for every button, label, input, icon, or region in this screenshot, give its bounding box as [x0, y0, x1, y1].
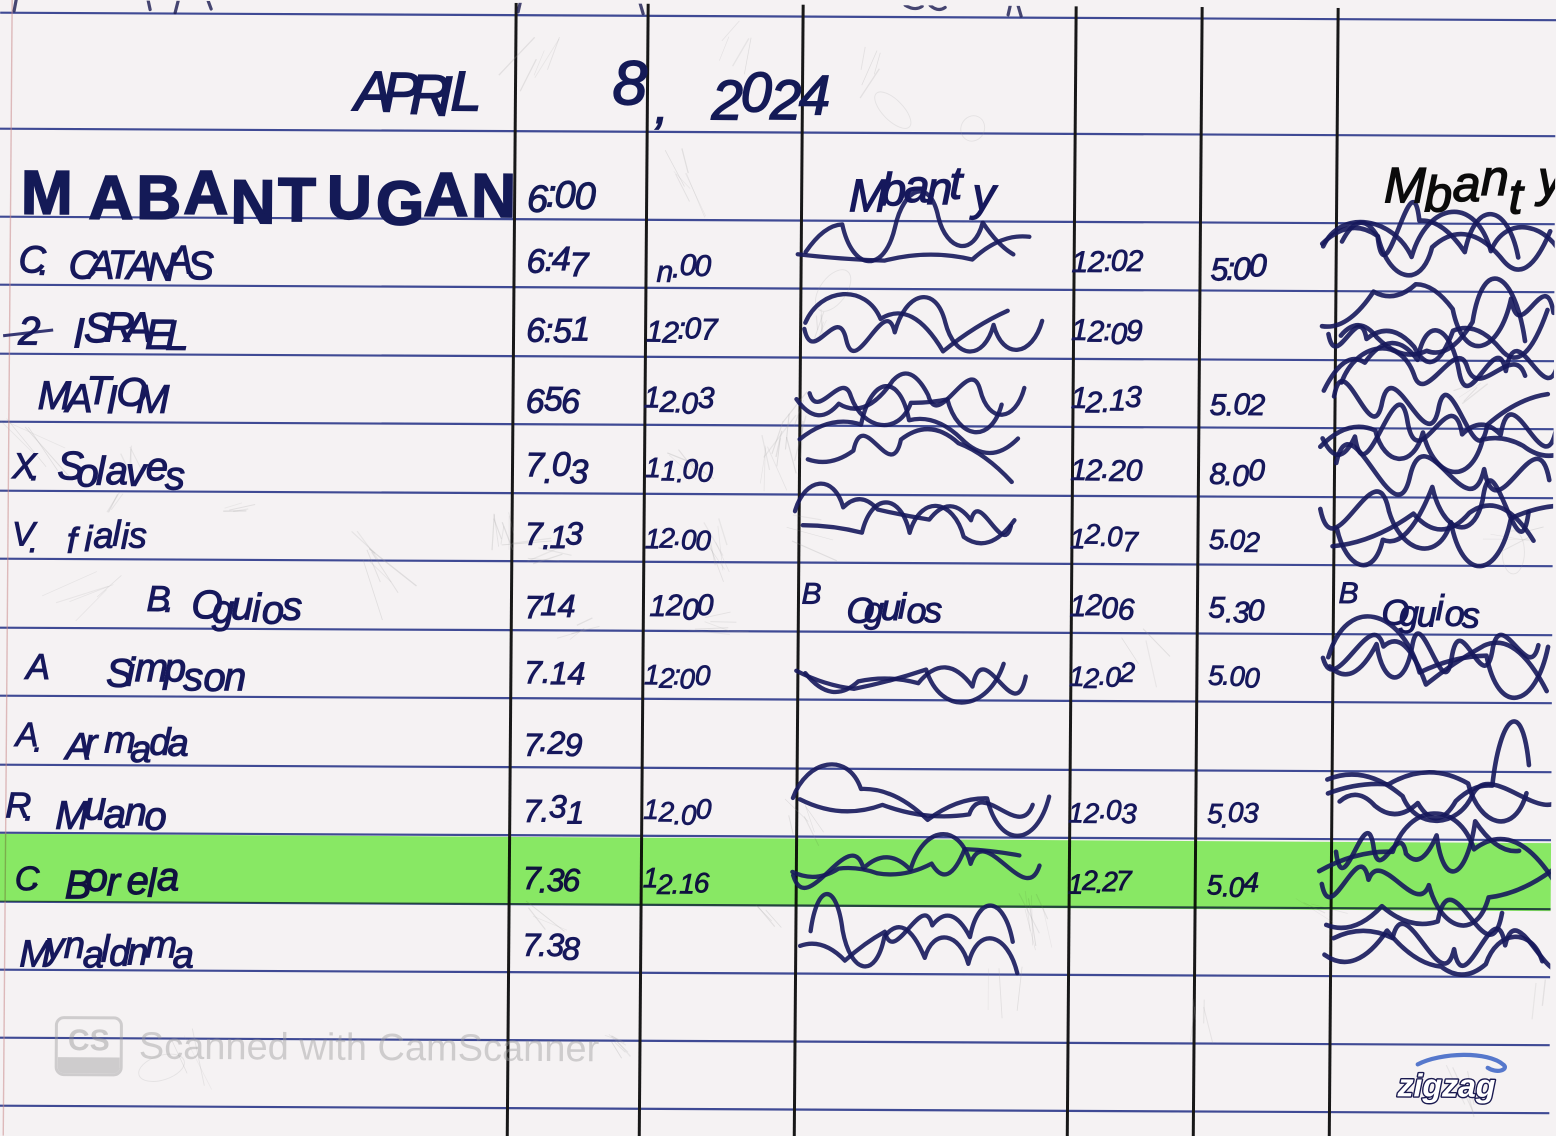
svg-text:CATANAS: CATANAS — [68, 238, 214, 290]
svg-text:7.03: 7.03 — [525, 446, 588, 492]
svg-text:7.38: 7.38 — [522, 927, 580, 967]
svg-text:7.13: 7.13 — [525, 515, 584, 556]
svg-text:12.27: 12.27 — [1068, 865, 1133, 900]
svg-text:12:07: 12:07 — [646, 312, 719, 350]
svg-text:5.02: 5.02 — [1210, 388, 1266, 423]
svg-text:11.00: 11.00 — [645, 452, 713, 488]
svg-text:C.: C. — [18, 239, 49, 283]
svg-text:12.13: 12.13 — [1071, 381, 1143, 420]
svg-text:A.: A. — [14, 716, 43, 760]
svg-text:Oguios: Oguios — [846, 585, 942, 631]
svg-text:8.00: 8.00 — [1209, 454, 1265, 493]
svg-text:12:02: 12:02 — [1071, 244, 1143, 279]
svg-text:7.31: 7.31 — [523, 788, 584, 830]
svg-text:1200: 1200 — [649, 589, 714, 627]
svg-text:B.: B. — [146, 578, 174, 620]
svg-text:714: 714 — [524, 586, 575, 625]
svg-text:12.03: 12.03 — [1068, 793, 1137, 829]
svg-text:12.16: 12.16 — [643, 862, 710, 900]
svg-text:12:09: 12:09 — [1071, 314, 1143, 351]
svg-text:7.36: 7.36 — [523, 860, 581, 900]
svg-text:5.00: 5.00 — [1208, 659, 1260, 693]
svg-text:APRIL: APRIL — [351, 59, 481, 128]
svg-text:Simpson: Simpson — [106, 646, 246, 700]
svg-text:MATIOM: MATIOM — [38, 369, 171, 423]
svg-text:12.00: 12.00 — [643, 793, 712, 831]
svg-text:V.: V. — [12, 515, 39, 560]
svg-text:,: , — [654, 78, 668, 134]
svg-text:12:00: 12:00 — [644, 659, 711, 694]
svg-text:Muano: Muano — [55, 784, 167, 838]
svg-text:8: 8 — [612, 49, 647, 118]
svg-text:X.: X. — [11, 445, 40, 488]
svg-text:C.: C. — [15, 857, 41, 899]
svg-text:12.00: 12.00 — [645, 520, 712, 556]
svg-text:Oguios: Oguios — [191, 583, 302, 633]
svg-text:656: 656 — [526, 380, 581, 421]
svg-text:n.00: n.00 — [656, 249, 711, 289]
svg-text:12.03: 12.03 — [644, 381, 715, 420]
svg-text:Solaves: Solaves — [57, 444, 185, 498]
svg-text:5.04: 5.04 — [1207, 867, 1259, 903]
svg-text:6:00: 6:00 — [527, 173, 596, 221]
svg-text:zigzag: zigzag — [1396, 1067, 1495, 1104]
svg-text:5:00: 5:00 — [1210, 247, 1267, 288]
svg-text:5.30: 5.30 — [1208, 592, 1265, 630]
svg-text:12.07: 12.07 — [1070, 518, 1140, 557]
svg-text:5.03: 5.03 — [1207, 797, 1259, 834]
svg-text:2024: 2024 — [710, 60, 830, 132]
svg-text:Mynaldnma: Mynaldnma — [19, 923, 194, 977]
svg-text:1206: 1206 — [1069, 589, 1135, 627]
svg-text:B: B — [801, 578, 821, 611]
svg-text:7.14: 7.14 — [524, 654, 586, 692]
svg-text:7.29: 7.29 — [524, 722, 583, 763]
svg-text:6:47: 6:47 — [526, 240, 589, 284]
svg-text:R.: R. — [5, 784, 34, 828]
svg-text:6:51: 6:51 — [526, 310, 590, 350]
svg-text:A: A — [24, 646, 50, 687]
svg-text:5.02: 5.02 — [1209, 522, 1261, 558]
svg-text:12.02: 12.02 — [1069, 656, 1136, 694]
svg-text:ISRAEL: ISRAEL — [73, 303, 189, 359]
svg-text:B: B — [1338, 577, 1358, 610]
svg-text:12.20: 12.20 — [1070, 452, 1143, 489]
